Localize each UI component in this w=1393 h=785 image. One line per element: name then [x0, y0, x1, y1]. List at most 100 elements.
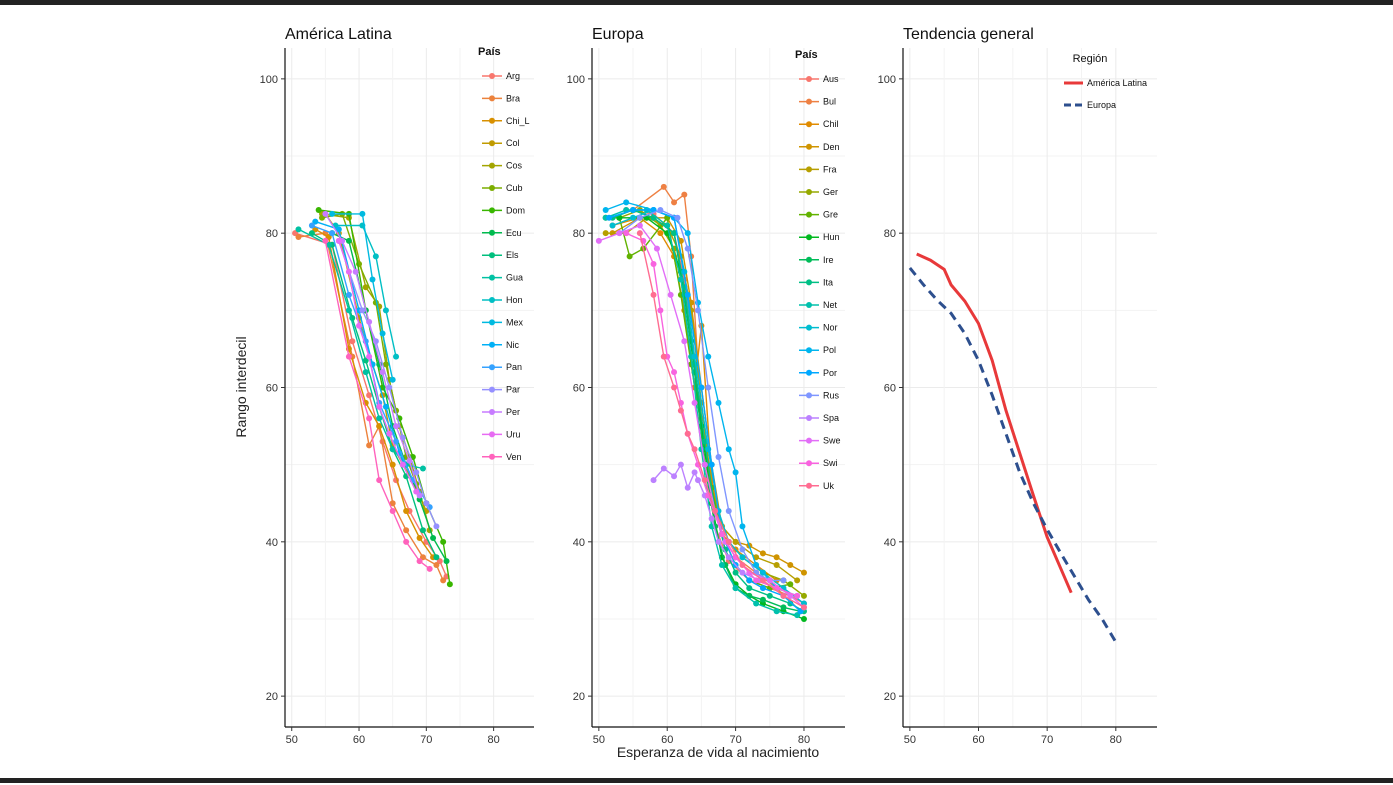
x-tick-label: 60	[661, 734, 673, 746]
data-point	[657, 207, 664, 214]
data-point	[636, 214, 643, 221]
legend-label: Gre	[823, 210, 838, 220]
data-point	[389, 461, 396, 468]
data-point	[718, 561, 725, 568]
legend-label: Por	[823, 368, 837, 378]
y-tick-label: 40	[573, 537, 585, 549]
x-tick-label: 70	[1041, 734, 1053, 746]
data-point	[746, 585, 753, 592]
data-point	[667, 291, 674, 298]
legend-key-point	[806, 166, 812, 173]
data-point	[787, 561, 794, 568]
legend-key-point	[489, 453, 495, 460]
y-tick-label: 40	[266, 537, 278, 549]
legend-label: Ven	[506, 452, 522, 462]
data-point	[715, 453, 722, 460]
legend: País Aus Bul Chil Den Fra Ger Gre Hun Ire Ita Net No…	[795, 49, 841, 491]
data-point	[671, 199, 678, 206]
data-point	[718, 531, 725, 538]
legend-key-point	[806, 302, 812, 308]
data-point	[759, 577, 766, 584]
data-point	[636, 230, 643, 237]
y-tick-label: 20	[884, 691, 896, 703]
panel-title: América Latina	[285, 26, 392, 43]
legend-key-point	[806, 189, 812, 195]
series-line-nor	[612, 209, 805, 605]
data-point	[376, 477, 383, 484]
data-point	[725, 446, 732, 453]
data-point	[406, 457, 413, 464]
data-point	[660, 183, 667, 190]
data-point	[653, 245, 660, 252]
data-point	[650, 291, 657, 298]
data-point	[701, 477, 708, 484]
x-tick-label: 50	[593, 734, 605, 746]
data-point	[691, 399, 698, 406]
data-point	[766, 592, 773, 599]
data-point	[759, 596, 766, 603]
data-point	[794, 612, 801, 619]
data-point	[315, 207, 322, 214]
legend-key-point	[806, 437, 812, 444]
y-tick-label: 100	[567, 74, 585, 86]
legend-key-point	[806, 482, 812, 489]
legend-key-point	[489, 341, 495, 348]
series-line-uru	[338, 240, 417, 493]
legend: Región América Latina Europa	[1064, 53, 1147, 110]
data-point	[345, 268, 352, 275]
legend-label: Cos	[506, 161, 523, 171]
series-line-per	[324, 213, 421, 496]
data-point	[366, 353, 373, 360]
x-tick-label: 80	[487, 734, 499, 746]
data-point	[660, 465, 667, 472]
data-point	[623, 230, 630, 237]
data-point	[684, 430, 691, 437]
data-point	[677, 276, 684, 283]
data-point	[359, 307, 366, 314]
data-point	[366, 318, 373, 325]
data-point	[616, 230, 623, 237]
data-point	[606, 214, 613, 221]
data-point	[440, 538, 447, 545]
x-tick-label: 70	[420, 734, 432, 746]
legend-key-point	[489, 140, 495, 147]
legend-label: Nic	[506, 340, 519, 350]
data-point	[325, 241, 332, 248]
legend-label: Net	[823, 300, 838, 310]
data-point	[708, 461, 715, 468]
data-point	[440, 577, 447, 584]
series-line-arg	[294, 232, 448, 577]
y-tick-label: 60	[573, 383, 585, 395]
data-point	[329, 210, 336, 217]
legend-key-point	[489, 207, 495, 214]
y-tick-label: 60	[884, 383, 896, 395]
legend-key-point	[489, 73, 495, 79]
data-point	[773, 554, 780, 561]
legend-key-point	[489, 386, 495, 393]
data-point	[773, 561, 780, 568]
series-group	[908, 252, 1118, 643]
legend-key-point	[806, 211, 812, 218]
data-point	[602, 207, 609, 214]
data-point	[681, 338, 688, 345]
legend-label: Europa	[1087, 100, 1116, 110]
legend-key-point	[806, 347, 812, 354]
series-line-aus	[626, 209, 805, 605]
data-point	[630, 207, 637, 214]
legend-label: Spa	[823, 413, 839, 423]
legend-label: América Latina	[1087, 78, 1147, 88]
data-point	[349, 338, 356, 345]
legend-key-point	[489, 229, 495, 236]
legend-label: Nor	[823, 323, 838, 333]
series-group	[595, 183, 807, 622]
data-point	[308, 222, 315, 229]
data-point	[403, 507, 410, 514]
data-point	[739, 569, 746, 576]
legend-key-point	[489, 297, 495, 303]
legend-key-point	[489, 95, 495, 102]
data-point	[329, 230, 336, 237]
data-point	[715, 399, 722, 406]
legend-label: Cub	[506, 183, 523, 193]
data-point	[419, 465, 426, 472]
